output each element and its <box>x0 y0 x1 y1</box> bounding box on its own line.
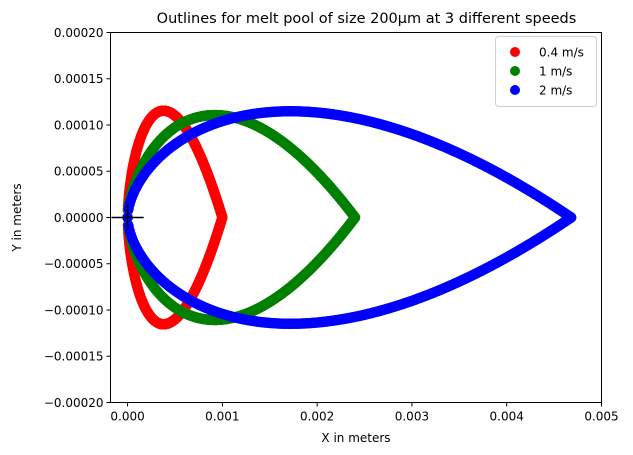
y-tick-label: −0.00015 <box>44 350 104 364</box>
x-tick-label: 0.002 <box>300 410 334 424</box>
legend-label: 0.4 m/s <box>539 45 584 59</box>
x-tick-label: 0.000 <box>110 410 144 424</box>
y-tick-label: −0.00010 <box>44 303 104 317</box>
legend-items: 0.4 m/s 1 m/s 2 m/s <box>510 45 584 97</box>
y-tick-label: −0.00005 <box>44 257 104 271</box>
legend-marker <box>510 85 520 95</box>
legend-marker <box>510 47 520 57</box>
scatter-point <box>565 212 577 223</box>
x-tick-label: 0.003 <box>395 410 429 424</box>
series-0-4-m-s <box>122 105 228 330</box>
y-tick-label: −0.00020 <box>44 396 104 410</box>
legend-label: 1 m/s <box>539 64 572 78</box>
x-tick-label: 0.004 <box>490 410 524 424</box>
chart-title: Outlines for melt pool of size 200µm at … <box>157 11 577 27</box>
y-axis: −0.00020 −0.00015 −0.00010 −0.00005 0.00000 0… <box>44 26 111 410</box>
x-tick-label: 0.001 <box>205 410 239 424</box>
legend: 0.4 m/s 1 m/s 2 m/s <box>495 36 597 107</box>
y-tick-label: 0.00015 <box>54 72 104 86</box>
y-axis-label: Y in meters <box>10 183 24 252</box>
origin-marker <box>111 204 144 231</box>
x-tick-label: 0.005 <box>584 410 618 424</box>
legend-marker <box>510 66 520 76</box>
scatter-point <box>349 212 361 223</box>
series-2-m-s <box>122 106 577 329</box>
y-tick-label: 0.00000 <box>54 211 104 225</box>
y-tick-label: 0.00010 <box>54 118 104 132</box>
x-axis-label: X in meters <box>321 431 390 445</box>
legend-box <box>495 36 597 107</box>
y-tick-label: 0.00005 <box>54 165 104 179</box>
scatter-point <box>217 212 228 223</box>
legend-label: 2 m/s <box>539 83 572 97</box>
y-tick-label: 0.00020 <box>54 26 104 40</box>
plot-area <box>122 105 577 330</box>
x-axis: 0.000 0.001 0.002 0.003 0.004 0.005 <box>110 402 619 424</box>
